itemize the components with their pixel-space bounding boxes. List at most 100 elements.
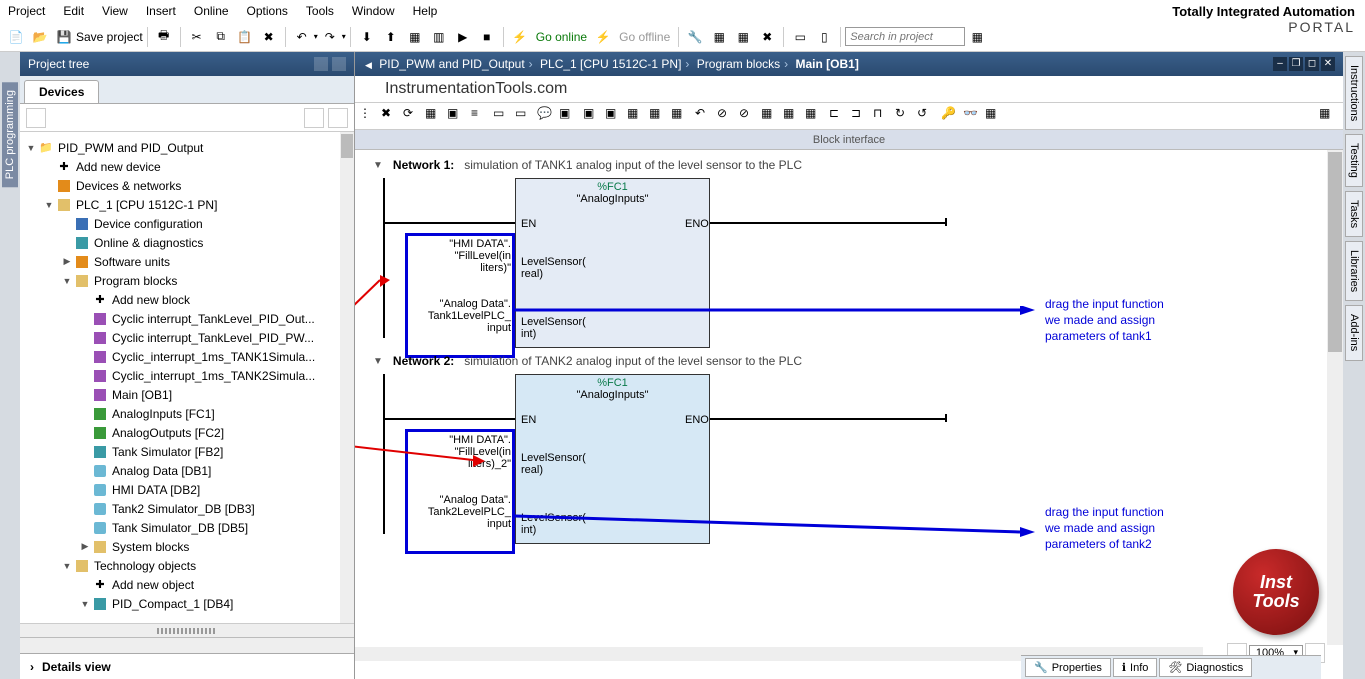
menu-window[interactable]: Window xyxy=(352,4,395,18)
editor-max-icon[interactable]: ◻ xyxy=(1305,57,1319,71)
editor-min-icon[interactable]: – xyxy=(1273,57,1287,71)
search-input[interactable] xyxy=(845,27,965,46)
canvas-vscroll[interactable] xyxy=(1327,150,1343,645)
ed-icon[interactable]: ▦ xyxy=(761,106,781,126)
split-v-icon[interactable]: ▯ xyxy=(814,27,834,47)
tree-hscroll[interactable] xyxy=(20,637,354,653)
print-icon[interactable]: 🖶 xyxy=(154,27,174,47)
tree-item[interactable]: Online & diagnostics xyxy=(20,233,354,252)
tree-tool-1[interactable] xyxy=(26,108,46,128)
ed-icon[interactable]: ▣ xyxy=(605,106,625,126)
right-tab-addins[interactable]: Add-ins xyxy=(1345,305,1363,360)
editor-close-icon[interactable]: ✕ xyxy=(1321,57,1335,71)
ed-icon[interactable]: ⋮ xyxy=(359,106,379,126)
ed-icon[interactable]: ▦ xyxy=(671,106,691,126)
tree-tool-3[interactable] xyxy=(328,108,348,128)
pane-collapse-icon[interactable] xyxy=(332,57,346,71)
tree-tool-2[interactable] xyxy=(304,108,324,128)
go-online-icon[interactable]: ⚡ xyxy=(510,27,530,47)
start-icon[interactable]: ▶ xyxy=(453,27,473,47)
tool-icon-4[interactable]: ✖ xyxy=(757,27,777,47)
crumb-3[interactable]: Main [OB1] xyxy=(795,57,858,71)
tree-scrollbar[interactable] xyxy=(340,132,354,623)
tree-item[interactable]: Devices & networks xyxy=(20,176,354,195)
tree-item[interactable]: ▼Technology objects xyxy=(20,556,354,575)
tree-item[interactable]: ✚Add new block xyxy=(20,290,354,309)
crumb-2[interactable]: Program blocks xyxy=(697,57,780,71)
upload-icon[interactable]: ⬆ xyxy=(381,27,401,47)
menu-online[interactable]: Online xyxy=(194,4,229,18)
tree-item[interactable]: HMI DATA [DB2] xyxy=(20,480,354,499)
tree-item[interactable]: Main [OB1] xyxy=(20,385,354,404)
go-online-button[interactable]: Go online xyxy=(536,30,587,44)
properties-tab[interactable]: 🔧Properties xyxy=(1025,658,1111,677)
menu-help[interactable]: Help xyxy=(413,4,438,18)
ed-icon[interactable]: ▭ xyxy=(515,106,535,126)
editor-restore-icon[interactable]: ❐ xyxy=(1289,57,1303,71)
tool-icon-2[interactable]: ▦ xyxy=(709,27,729,47)
new-project-icon[interactable]: 📄 xyxy=(6,27,26,47)
menu-view[interactable]: View xyxy=(102,4,128,18)
tree-item[interactable]: ▼Program blocks xyxy=(20,271,354,290)
collapse-icon[interactable]: ▼ xyxy=(373,160,383,171)
ed-icon[interactable]: ⊏ xyxy=(829,106,849,126)
canvas[interactable]: ▼Network 1:simulation of TANK1 analog in… xyxy=(355,150,1327,645)
tree-item[interactable]: Cyclic_interrupt_1ms_TANK2Simula... xyxy=(20,366,354,385)
ed-icon[interactable]: ⟳ xyxy=(403,106,423,126)
delete-icon[interactable]: ✖ xyxy=(259,27,279,47)
info-tab[interactable]: ℹInfo xyxy=(1113,658,1158,677)
hw-icon[interactable]: ▥ xyxy=(429,27,449,47)
ed-icon[interactable]: ↶ xyxy=(695,106,715,126)
ed-icon[interactable]: ⊐ xyxy=(851,106,871,126)
open-project-icon[interactable]: 📂 xyxy=(30,27,50,47)
tree-item[interactable]: ✚Add new object xyxy=(20,575,354,594)
tree-item[interactable]: Cyclic interrupt_TankLevel_PID_PW... xyxy=(20,328,354,347)
menu-insert[interactable]: Insert xyxy=(146,4,176,18)
menu-options[interactable]: Options xyxy=(247,4,288,18)
ed-icon[interactable]: ▭ xyxy=(493,106,513,126)
search-go-icon[interactable]: ▦ xyxy=(967,27,987,47)
ed-icon[interactable]: ▦ xyxy=(805,106,825,126)
right-tab-instructions[interactable]: Instructions xyxy=(1345,56,1363,130)
ed-icon[interactable]: ≡ xyxy=(471,106,491,126)
ed-icon[interactable]: ▦ xyxy=(627,106,647,126)
stop-icon[interactable]: ■ xyxy=(477,27,497,47)
details-view-header[interactable]: › Details view xyxy=(20,653,354,679)
block-interface-bar[interactable]: Block interface xyxy=(355,130,1343,150)
ed-icon[interactable]: ▣ xyxy=(447,106,467,126)
right-tab-libraries[interactable]: Libraries xyxy=(1345,241,1363,301)
menu-edit[interactable]: Edit xyxy=(63,4,84,18)
tree-item[interactable]: Cyclic_interrupt_1ms_TANK1Simula... xyxy=(20,347,354,366)
copy-icon[interactable]: ⧉ xyxy=(211,27,231,47)
ed-icon[interactable]: ▣ xyxy=(583,106,603,126)
left-rail-tab[interactable]: PLC programming xyxy=(2,82,18,187)
save-project-button[interactable]: Save project xyxy=(76,30,143,44)
tool-icon-3[interactable]: ▦ xyxy=(733,27,753,47)
pane-btn-1[interactable] xyxy=(314,57,328,71)
tree-item[interactable]: AnalogOutputs [FC2] xyxy=(20,423,354,442)
ed-icon[interactable]: ⊓ xyxy=(873,106,893,126)
ed-icon[interactable]: 👓 xyxy=(963,106,983,126)
ed-icon[interactable]: ⊘ xyxy=(739,106,759,126)
menu-tools[interactable]: Tools xyxy=(306,4,334,18)
tree-item[interactable]: Tank Simulator [FB2] xyxy=(20,442,354,461)
undo-icon[interactable]: ↶ xyxy=(292,27,312,47)
ed-icon[interactable]: ▦ xyxy=(783,106,803,126)
collapse-icon[interactable]: ▼ xyxy=(373,356,383,367)
ed-icon[interactable]: ⊘ xyxy=(717,106,737,126)
tree-item[interactable]: ▼PID_Compact_1 [DB4] xyxy=(20,594,354,613)
diagnostics-tab[interactable]: 🛠Diagnostics xyxy=(1159,658,1252,677)
tree-root[interactable]: PID_PWM and PID_Output xyxy=(58,141,203,155)
tree-item[interactable]: AnalogInputs [FC1] xyxy=(20,404,354,423)
ed-icon[interactable]: 💬 xyxy=(537,106,557,126)
menu-project[interactable]: Project xyxy=(8,4,45,18)
tree-item[interactable]: ▼PLC_1 [CPU 1512C-1 PN] xyxy=(20,195,354,214)
tree-item[interactable]: Device configuration xyxy=(20,214,354,233)
splitter[interactable] xyxy=(20,623,354,637)
tree-item[interactable]: Analog Data [DB1] xyxy=(20,461,354,480)
ed-icon[interactable]: ▦ xyxy=(649,106,669,126)
tree-item[interactable]: Tank Simulator_DB [DB5] xyxy=(20,518,354,537)
tree-item[interactable]: ▶System blocks xyxy=(20,537,354,556)
split-h-icon[interactable]: ▭ xyxy=(790,27,810,47)
devices-tab[interactable]: Devices xyxy=(24,80,99,103)
